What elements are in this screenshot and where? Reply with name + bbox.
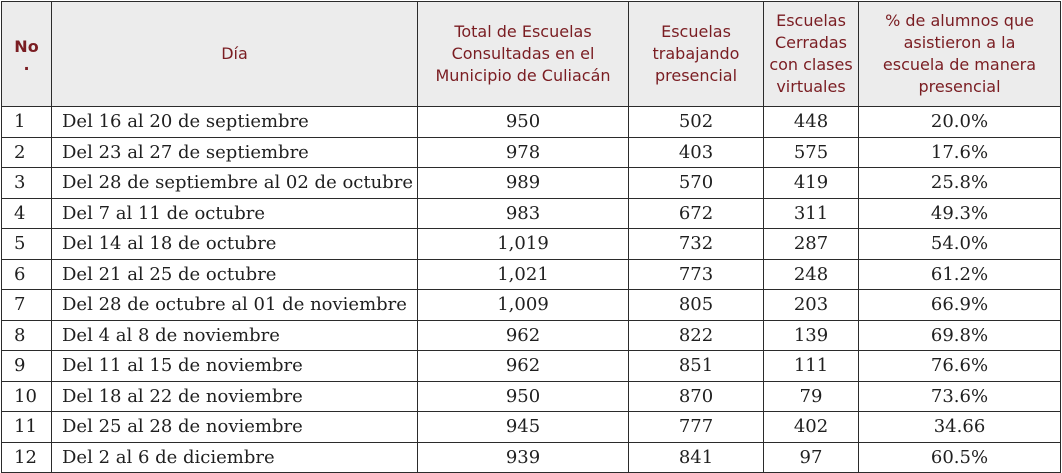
cell-total: 939 bbox=[417, 441, 629, 473]
table-row: 2 Del 23 al 27 de septiembre 978 403 575 17.6… bbox=[1, 136, 1061, 168]
cell-presencial: 841 bbox=[628, 441, 764, 473]
header-row: No . Día Total de Escuelas Consultadas e… bbox=[1, 1, 1061, 107]
header-escuelas-cerradas: Escuelas Cerradas con clases virtuales bbox=[763, 1, 859, 107]
cell-total: 950 bbox=[417, 380, 629, 412]
cell-presencial: 732 bbox=[628, 228, 764, 260]
cell-cerradas: 111 bbox=[763, 350, 859, 382]
header-porcentaje-alumnos: % de alumnos que asistieron a la escuela… bbox=[858, 1, 1061, 107]
cell-porcentaje: 34.66 bbox=[858, 411, 1061, 443]
cell-no: 7 bbox=[1, 289, 52, 321]
cell-no: 12 bbox=[1, 441, 52, 473]
cell-dia: Del 18 al 22 de noviembre bbox=[51, 380, 418, 412]
cell-total: 1,019 bbox=[417, 228, 629, 260]
table-row: 3 Del 28 de septiembre al 02 de octubre 98… bbox=[1, 167, 1061, 199]
cell-dia: Del 28 de octubre al 01 de noviembre bbox=[51, 289, 418, 321]
table-header: No . Día Total de Escuelas Consultadas e… bbox=[1, 1, 1061, 107]
cell-total: 978 bbox=[417, 136, 629, 168]
table-row: 6 Del 21 al 25 de octubre 1,021 773 248 61.2% bbox=[1, 258, 1061, 290]
cell-total: 983 bbox=[417, 197, 629, 229]
cell-cerradas: 79 bbox=[763, 380, 859, 412]
cell-dia: Del 16 al 20 de septiembre bbox=[51, 106, 418, 138]
table-row: 12 Del 2 al 6 de diciembre 939 841 97 60.5% bbox=[1, 441, 1061, 473]
cell-dia: Del 23 al 27 de septiembre bbox=[51, 136, 418, 168]
cell-no: 9 bbox=[1, 350, 52, 382]
cell-porcentaje: 49.3% bbox=[858, 197, 1061, 229]
cell-cerradas: 448 bbox=[763, 106, 859, 138]
cell-no: 1 bbox=[1, 106, 52, 138]
cell-cerradas: 419 bbox=[763, 167, 859, 199]
header-escuelas-presencial: Escuelas trabajando presencial bbox=[628, 1, 764, 107]
table-row: 5 Del 14 al 18 de octubre 1,019 732 287 54.0% bbox=[1, 228, 1061, 260]
cell-no: 6 bbox=[1, 258, 52, 290]
table-row: 9 Del 11 al 15 de noviembre 962 851 111 76.6% bbox=[1, 350, 1061, 382]
cell-porcentaje: 20.0% bbox=[858, 106, 1061, 138]
cell-cerradas: 248 bbox=[763, 258, 859, 290]
cell-porcentaje: 66.9% bbox=[858, 289, 1061, 321]
cell-porcentaje: 76.6% bbox=[858, 350, 1061, 382]
cell-porcentaje: 73.6% bbox=[858, 380, 1061, 412]
cell-no: 11 bbox=[1, 411, 52, 443]
header-no-dot: . bbox=[23, 55, 30, 74]
cell-dia: Del 25 al 28 de noviembre bbox=[51, 411, 418, 443]
cell-total: 945 bbox=[417, 411, 629, 443]
cell-no: 4 bbox=[1, 197, 52, 229]
cell-dia: Del 7 al 11 de octubre bbox=[51, 197, 418, 229]
cell-presencial: 777 bbox=[628, 411, 764, 443]
cell-presencial: 822 bbox=[628, 319, 764, 351]
cell-porcentaje: 17.6% bbox=[858, 136, 1061, 168]
cell-porcentaje: 25.8% bbox=[858, 167, 1061, 199]
cell-porcentaje: 61.2% bbox=[858, 258, 1061, 290]
cell-presencial: 773 bbox=[628, 258, 764, 290]
cell-cerradas: 287 bbox=[763, 228, 859, 260]
header-no: No . bbox=[1, 1, 52, 107]
cell-presencial: 502 bbox=[628, 106, 764, 138]
cell-no: 2 bbox=[1, 136, 52, 168]
cell-presencial: 672 bbox=[628, 197, 764, 229]
cell-porcentaje: 54.0% bbox=[858, 228, 1061, 260]
cell-total: 950 bbox=[417, 106, 629, 138]
cell-cerradas: 203 bbox=[763, 289, 859, 321]
cell-total: 1,021 bbox=[417, 258, 629, 290]
cell-total: 989 bbox=[417, 167, 629, 199]
cell-cerradas: 139 bbox=[763, 319, 859, 351]
table-row: 11 Del 25 al 28 de noviembre 945 777 402 34.6… bbox=[1, 411, 1061, 443]
cell-presencial: 870 bbox=[628, 380, 764, 412]
cell-dia: Del 28 de septiembre al 02 de octubre bbox=[51, 167, 418, 199]
table-body: 1 Del 16 al 20 de septiembre 950 502 448 20.0… bbox=[1, 106, 1061, 473]
header-dia: Día bbox=[51, 1, 418, 107]
cell-no: 3 bbox=[1, 167, 52, 199]
cell-cerradas: 402 bbox=[763, 411, 859, 443]
cell-cerradas: 575 bbox=[763, 136, 859, 168]
cell-porcentaje: 60.5% bbox=[858, 441, 1061, 473]
cell-dia: Del 14 al 18 de octubre bbox=[51, 228, 418, 260]
cell-cerradas: 97 bbox=[763, 441, 859, 473]
cell-dia: Del 2 al 6 de diciembre bbox=[51, 441, 418, 473]
header-no-label: No bbox=[14, 37, 39, 56]
cell-cerradas: 311 bbox=[763, 197, 859, 229]
cell-presencial: 851 bbox=[628, 350, 764, 382]
cell-no: 8 bbox=[1, 319, 52, 351]
cell-dia: Del 11 al 15 de noviembre bbox=[51, 350, 418, 382]
cell-total: 962 bbox=[417, 319, 629, 351]
table-row: 10 Del 18 al 22 de noviembre 950 870 79 73.6% bbox=[1, 380, 1061, 412]
table-row: 4 Del 7 al 11 de octubre 983 672 311 49.3% bbox=[1, 197, 1061, 229]
table-row: 1 Del 16 al 20 de septiembre 950 502 448 20.0… bbox=[1, 106, 1061, 138]
cell-porcentaje: 69.8% bbox=[858, 319, 1061, 351]
cell-dia: Del 21 al 25 de octubre bbox=[51, 258, 418, 290]
cell-dia: Del 4 al 8 de noviembre bbox=[51, 319, 418, 351]
header-total-escuelas: Total de Escuelas Consultadas en el Muni… bbox=[417, 1, 629, 107]
cell-no: 10 bbox=[1, 380, 52, 412]
cell-no: 5 bbox=[1, 228, 52, 260]
table-row: 8 Del 4 al 8 de noviembre 962 822 139 69.8% bbox=[1, 319, 1061, 351]
cell-total: 962 bbox=[417, 350, 629, 382]
cell-presencial: 403 bbox=[628, 136, 764, 168]
cell-total: 1,009 bbox=[417, 289, 629, 321]
cell-presencial: 805 bbox=[628, 289, 764, 321]
cell-presencial: 570 bbox=[628, 167, 764, 199]
table-row: 7 Del 28 de octubre al 01 de noviembre 1,0… bbox=[1, 289, 1061, 321]
